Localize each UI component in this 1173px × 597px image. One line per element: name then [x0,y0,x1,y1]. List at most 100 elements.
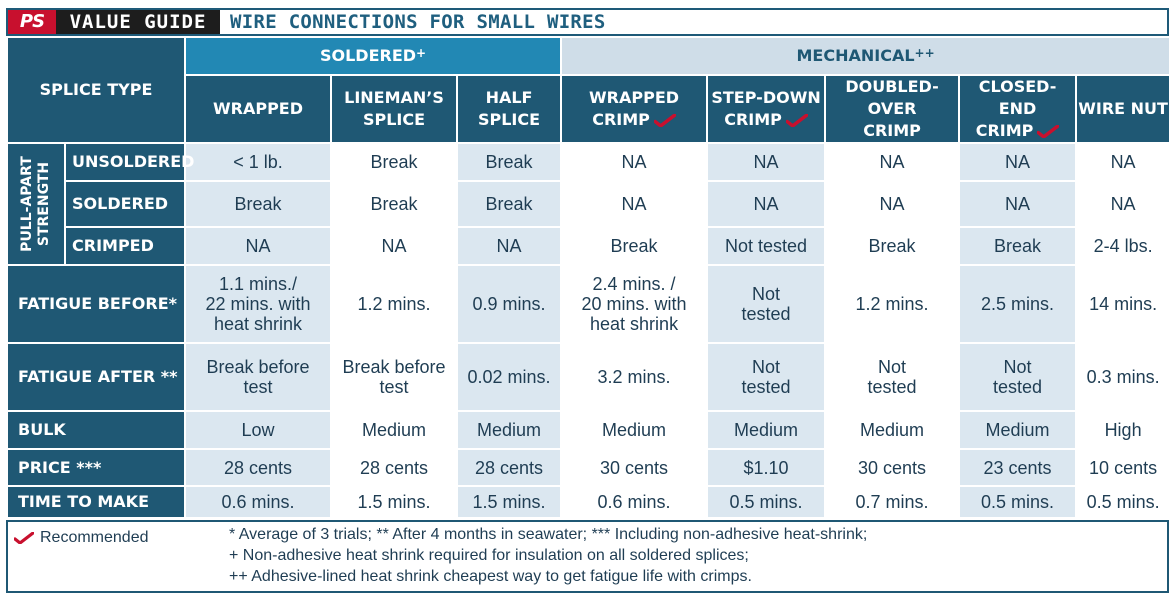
data-row: FATIGUE BEFORE* 1.1 mins./22 mins. with he… [5,264,1172,344]
table-cell: NA [958,142,1078,182]
table-cell: 10 cents [1075,448,1172,487]
table-cell: Not tested [706,264,827,344]
table-cell: Break [330,142,459,182]
table-cell: NA [706,142,827,182]
column-header-line: SPLICE [362,110,426,129]
pull-apart-label-line: STRENGTH [36,161,52,247]
cell-value: NA [1005,152,1031,172]
cell-value: 0.7 mins. [855,492,929,512]
cell-value: NA [879,152,905,172]
row-label-text: FATIGUE AFTER ** [18,367,178,386]
cell-value: 1.5 mins. [472,492,546,512]
column-header: DOUBLED-OVER CRIMP [824,74,961,144]
table-cell: 28 cents [456,448,563,487]
cell-value: Low [241,420,275,440]
cell-value: Break before [342,357,446,377]
cell-value: tested [741,377,791,397]
cell-value: NA [381,236,407,256]
table-cell: NA [560,142,709,182]
cell-value: 30 cents [600,457,669,478]
recommended-legend: Recommended [14,528,149,548]
cell-value: Medium [602,420,667,440]
red-check-icon [785,114,808,127]
pull-apart-strength-header: PULL-APART STRENGTH [6,142,66,266]
cell-value: NA [753,152,779,172]
cell-value: Not [752,284,781,304]
column-header-line: DOUBLED-OVER [845,77,939,118]
footnote-mechanical: ++ Adhesive-lined heat shrink cheapest w… [229,568,752,585]
table-cell: Medium [330,410,459,450]
data-row: FATIGUE AFTER ** Break before test Break be… [5,342,1172,412]
footnote-soldered: + Non-adhesive heat shrink required for … [229,547,749,564]
cell-value: 0.6 mins. [221,492,295,512]
table-cell: Break [330,180,459,228]
cell-value: Break before [206,357,310,377]
red-check-icon [1037,125,1060,138]
table-cell: NA [958,180,1078,228]
row-label: TIME TO MAKE [5,485,187,519]
page-title: WIRE CONNECTIONS FOR SMALL WIRES [230,11,606,33]
table-cell: Break [958,226,1078,266]
cell-value: Medium [477,420,542,440]
cell-value: NA [1110,194,1136,214]
cell-value: heat shrink [213,314,303,334]
data-row: PRICE *** 28 cents 28 cents 28 cents 30 cent… [5,448,1172,487]
column-header-line: CRIMP [975,121,1034,140]
cell-value: Break [610,236,658,256]
table-cell: 2-4 lbs. [1075,226,1172,266]
column-header-line: WRAPPED [213,99,304,118]
mechanical-mark: ++ [914,46,935,60]
ps-logo: PS [8,10,56,34]
soldered-label: SOLDERED [319,46,417,65]
table-cell: 1.2 mins. [824,264,961,344]
column-header-line: LINEMAN’S [344,88,444,107]
table-cell: 0.02 mins. [456,342,563,412]
cell-value: $1.10 [743,457,789,478]
comparison-table-wrapper: SPLICE TYPE SOLDERED+ MECHANICAL++ WRAPPED L… [5,36,1172,519]
row-label-text: SOLDERED [72,194,169,213]
table-cell: 0.7 mins. [824,485,961,519]
cell-value: NA [621,152,647,172]
table-cell: Not tested [706,226,827,266]
cell-value: NA [1005,194,1031,214]
column-header: HALF SPLICE [456,74,563,144]
cell-value: NA [1110,152,1136,172]
table-cell: 2.5 mins. [958,264,1078,344]
table-cell: Medium [456,410,563,450]
cell-value: 30 cents [858,457,927,478]
table-cell: Break before test [184,342,333,412]
cell-value: 0.3 mins. [1086,367,1160,387]
cell-value: tested [741,304,791,324]
column-header-line: WIRE NUT [1078,99,1168,118]
row-label: BULK [5,410,187,450]
footer-notes: Recommended * Average of 3 trials; ** Af… [6,520,1169,593]
table-cell: Low [184,410,333,450]
column-header: CLOSED-END CRIMP [958,74,1078,144]
table-cell: 0.5 mins. [958,485,1078,519]
pull-apart-row: SOLDERED Break Break Break NA NA NA NA NA [7,180,1172,228]
cell-value: 2.4 mins. / [592,274,676,294]
cell-value: Break [485,194,533,214]
cell-value: 2-4 lbs. [1093,236,1153,256]
cell-value: 2.5 mins. [981,294,1055,314]
group-header-row: SPLICE TYPE SOLDERED+ MECHANICAL++ [5,36,1172,144]
data-row: TIME TO MAKE 0.6 mins. 1.5 mins. 1.5 mins. 0… [5,485,1172,519]
cell-value: 1.5 mins. [357,492,431,512]
cell-value: NA [245,236,271,256]
table-cell: 0.5 mins. [1075,485,1172,519]
cell-value: Medium [734,420,799,440]
table-cell: Break before test [330,342,459,412]
cell-value: Medium [860,420,925,440]
cell-value: 22 mins. with [205,294,311,314]
red-check-icon [14,531,34,544]
cell-value: 1.2 mins. [855,294,929,314]
column-header: WIRE NUT [1075,74,1172,144]
cell-value: NA [621,194,647,214]
cell-value: heat shrink [590,314,679,334]
cell-value: 28 cents [359,457,429,478]
row-label-text: CRIMPED [72,236,154,255]
cell-value: tested [993,377,1043,397]
table-cell: NA [560,180,709,228]
cell-value: 0.02 mins. [467,367,551,387]
row-label-text: TIME TO MAKE [18,492,150,511]
